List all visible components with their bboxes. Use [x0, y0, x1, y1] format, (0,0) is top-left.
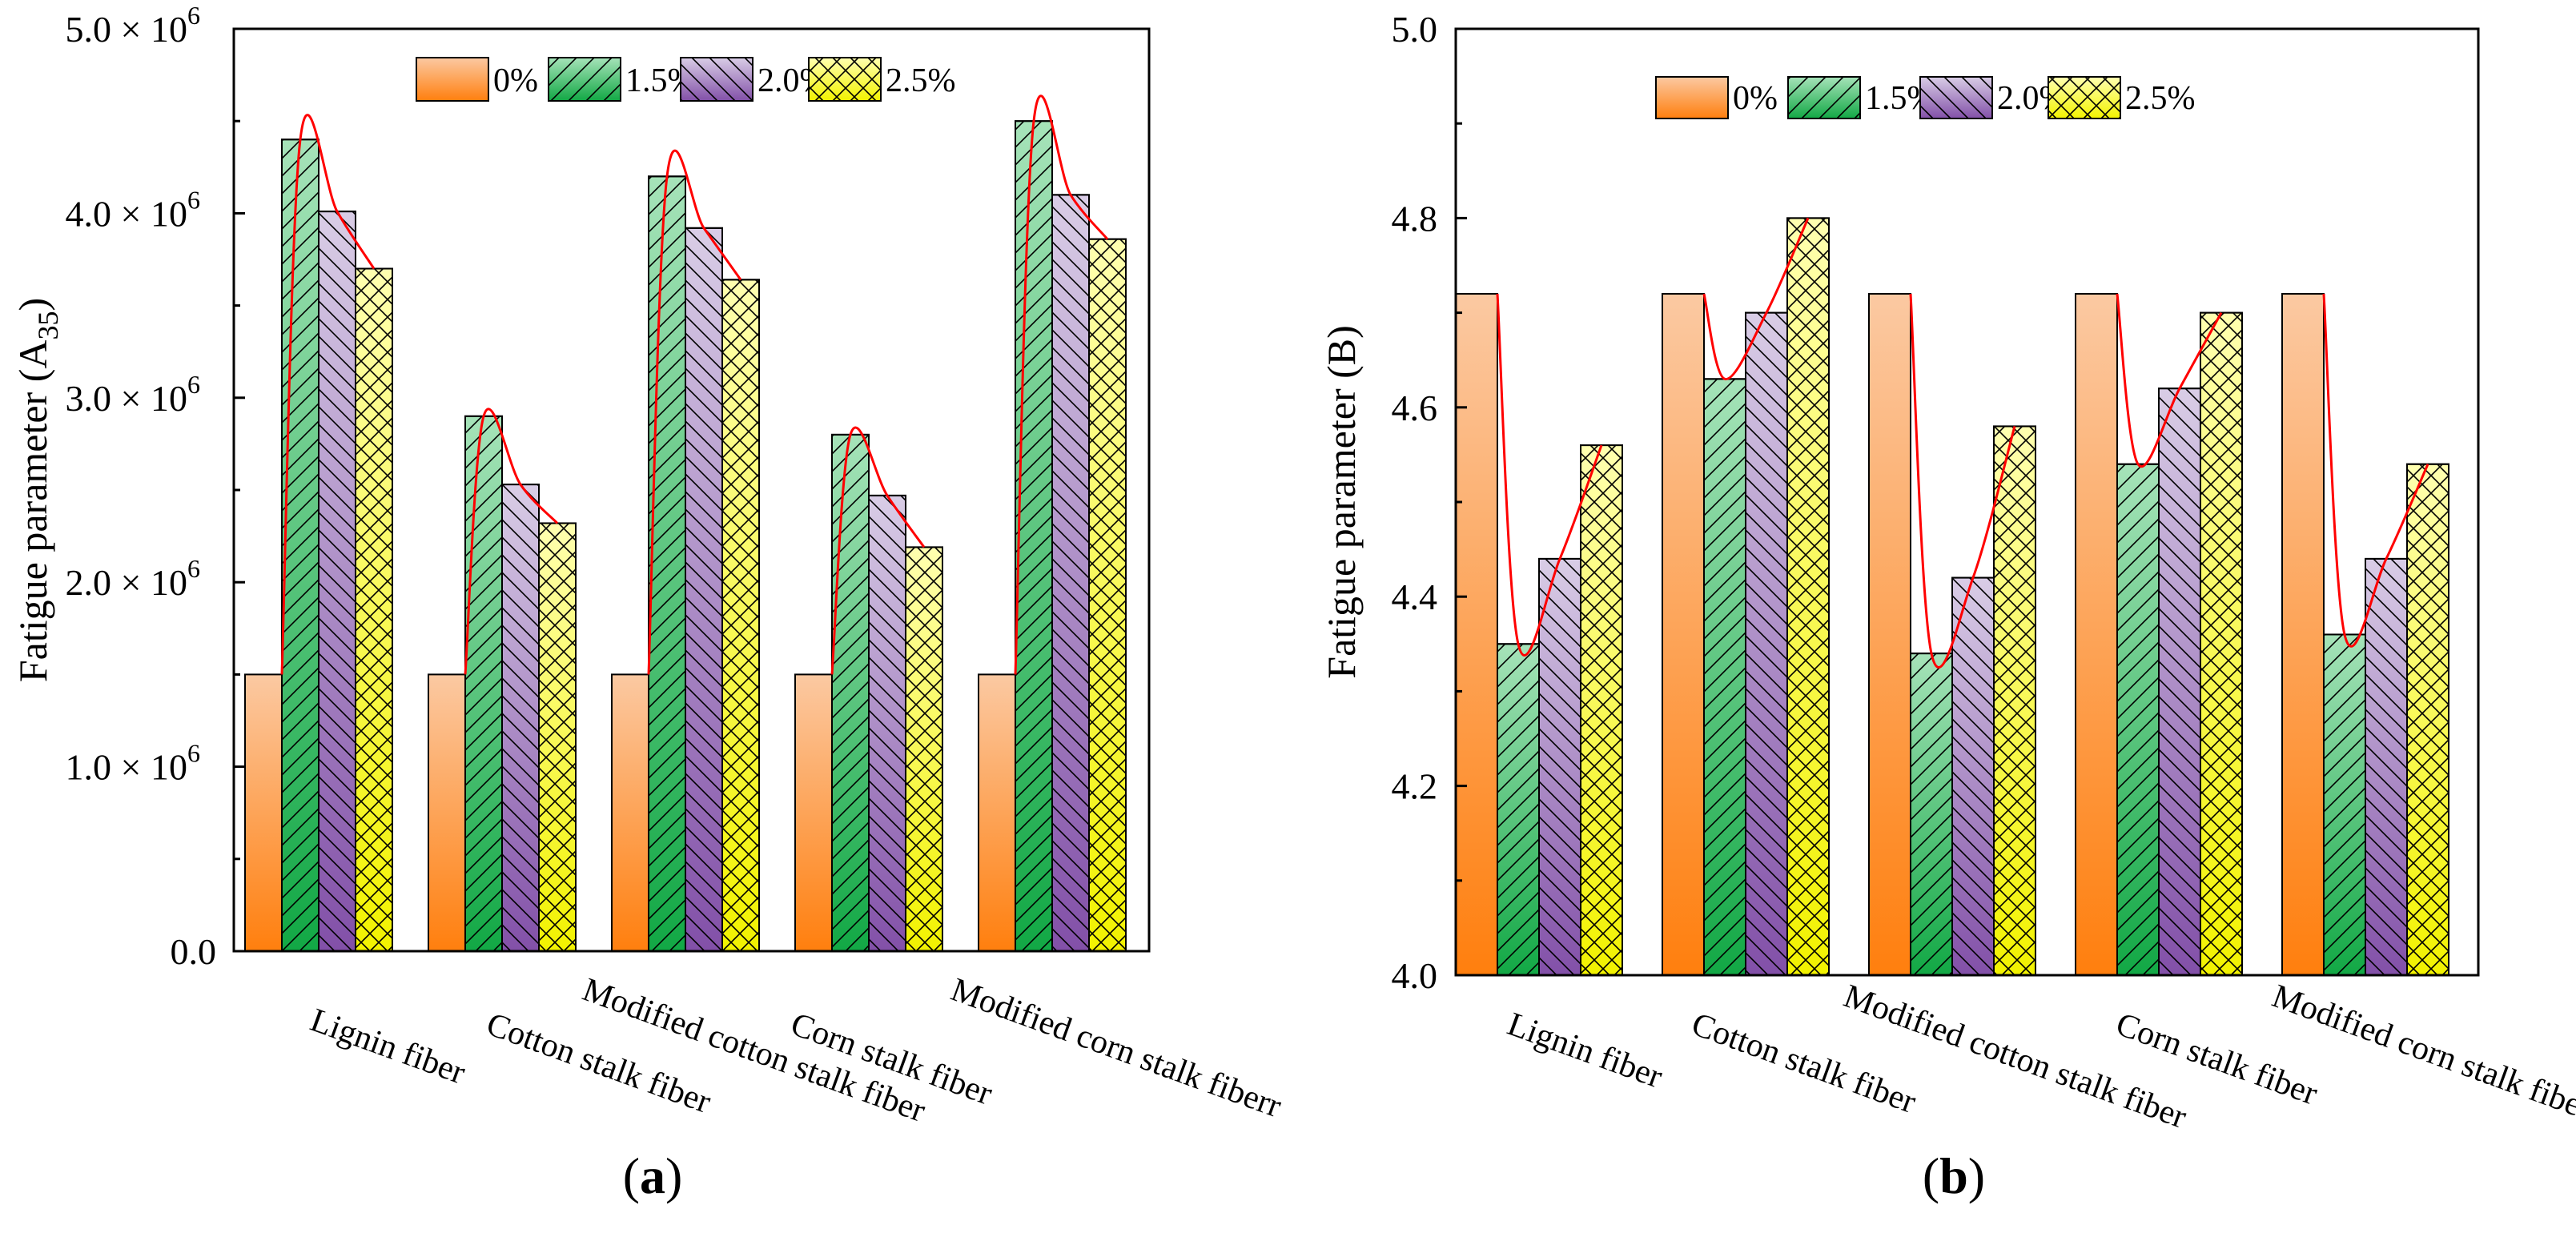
- bar-hatch-1.5pct-3: [648, 175, 686, 952]
- bars: [244, 120, 1127, 953]
- y-axis-label: Fatigue parameter (B): [1319, 325, 1364, 678]
- y-tick-label: 5.0 × 106: [66, 1, 200, 50]
- bar-hatch-1.5pct-1: [1497, 643, 1540, 976]
- trend-line-1: [280, 114, 376, 675]
- legend-label-4: 2.5%: [886, 62, 956, 99]
- bar-hatch-2.5pct-4: [905, 546, 943, 952]
- legend-swatch-hatch-2: [1787, 76, 1861, 119]
- bar-hatch-1.5pct-4: [2116, 463, 2160, 976]
- bar-hatch-2.0pct-5: [1051, 194, 1090, 953]
- bar-0pct-1: [1455, 292, 1498, 976]
- bar-hatch-1.5pct-2: [464, 415, 503, 952]
- legend-swatch-hatch-4: [808, 57, 882, 102]
- legend-swatch-hatch-4: [2048, 76, 2121, 119]
- bar-hatch-2.0pct-3: [685, 227, 723, 953]
- bar-hatch-2.0pct-5: [2365, 557, 2408, 976]
- legend-label-4: 2.5%: [2125, 80, 2196, 117]
- bar-hatch-2.0pct-4: [2158, 388, 2201, 977]
- legend-swatch-hatch-3: [680, 57, 754, 102]
- legend-swatch-1: [1655, 76, 1729, 119]
- bar-hatch-2.0pct-3: [1951, 576, 1995, 976]
- bar-hatch-2.5pct-2: [1786, 217, 1830, 976]
- legend: 0% 1.5% 2.0% 2.5%: [416, 57, 956, 102]
- bar-hatch-1.5pct-5: [1015, 120, 1053, 953]
- bar-0pct-2: [428, 673, 466, 953]
- bar-hatch-2.5pct-2: [538, 522, 577, 952]
- y-tick-label: 4.0: [1392, 955, 1438, 996]
- legend-label-1: 0%: [1733, 80, 1778, 117]
- bar-hatch-2.0pct-2: [501, 484, 540, 952]
- bar-hatch-2.5pct-3: [1993, 425, 2036, 976]
- bar-0pct-3: [611, 673, 649, 953]
- bar-hatch-2.0pct-1: [1538, 557, 1581, 976]
- bar-0pct-3: [1868, 292, 1911, 976]
- bar-0pct-5: [978, 673, 1016, 953]
- legend-swatch-hatch-3: [1919, 76, 1993, 119]
- bar-hatch-1.5pct-1: [281, 139, 319, 953]
- y-tick-label: 4.0 × 106: [66, 185, 200, 234]
- bar-hatch-2.5pct-1: [355, 267, 393, 952]
- trend-line-4: [830, 426, 926, 675]
- bars: [1455, 217, 2449, 977]
- bar-0pct-4: [2075, 292, 2118, 976]
- x-category-label-5: Modified corn stalk fiberr: [2268, 978, 2576, 1131]
- bar-hatch-1.5pct-2: [1703, 378, 1746, 976]
- y-tick-label: 4.8: [1392, 198, 1438, 239]
- y-tick-label: 4.2: [1392, 766, 1438, 807]
- bar-0pct-2: [1662, 292, 1705, 976]
- trend-line-4: [2116, 293, 2223, 468]
- bar-hatch-2.0pct-1: [318, 211, 356, 952]
- bar-hatch-2.0pct-4: [868, 494, 906, 952]
- y-tick-label: 1.0 × 106: [66, 739, 200, 788]
- bar-hatch-1.5pct-5: [2323, 633, 2366, 976]
- y-tick-label: 2.0 × 106: [66, 554, 200, 603]
- y-axis-label: Fatigue parameter (A35): [10, 298, 64, 682]
- trend-line-2: [464, 408, 559, 675]
- y-tick-label: 3.0 × 106: [66, 370, 200, 419]
- trend-line-5: [1014, 94, 1109, 675]
- legend-label-1: 0%: [493, 62, 538, 99]
- bar-0pct-5: [2281, 292, 2325, 976]
- bar-hatch-2.5pct-3: [721, 279, 760, 952]
- bar-hatch-2.5pct-5: [2406, 463, 2449, 976]
- legend-swatch-1: [416, 57, 489, 102]
- legend-swatch-hatch-2: [548, 57, 621, 102]
- bar-hatch-1.5pct-3: [1910, 653, 1953, 976]
- panel-label: (b): [1923, 1147, 1985, 1204]
- x-category-label-1: Lignin fiber: [1503, 1006, 1667, 1095]
- bar-hatch-2.5pct-4: [2200, 311, 2243, 977]
- bar-0pct-1: [244, 673, 283, 953]
- bar-hatch-2.5pct-5: [1088, 238, 1127, 952]
- trend-line-3: [1909, 293, 2016, 669]
- trend-line-5: [2322, 293, 2429, 648]
- panel-label: (a): [623, 1147, 683, 1204]
- bar-hatch-2.5pct-1: [1580, 444, 1623, 976]
- y-tick-label: 0.0: [171, 931, 217, 972]
- legend: 0% 1.5% 2.0% 2.5%: [1655, 76, 2196, 119]
- bar-0pct-4: [794, 673, 833, 953]
- chart-b: 4.0 4.2 4.4 4.6 4.8 5.0 Fatigue parameter (B) L…: [1319, 9, 2576, 1204]
- x-category-label-5: Modified corn stalk fiberr: [946, 971, 1287, 1125]
- trend-line-2: [1702, 217, 1810, 380]
- y-tick-label: 4.4: [1392, 576, 1438, 617]
- chart-a: 0.0 1.0 × 106 2.0 × 106 3.0 × 106 4.0 × 106 5…: [10, 1, 1286, 1204]
- trend-line-1: [1496, 293, 1603, 657]
- trend-line-3: [647, 149, 742, 675]
- bar-hatch-1.5pct-4: [831, 433, 870, 952]
- y-tick-label: 5.0: [1392, 9, 1438, 50]
- y-tick-label: 4.6: [1392, 388, 1438, 428]
- bar-hatch-2.0pct-2: [1745, 311, 1788, 977]
- x-category-label-1: Lignin fiber: [306, 1002, 470, 1091]
